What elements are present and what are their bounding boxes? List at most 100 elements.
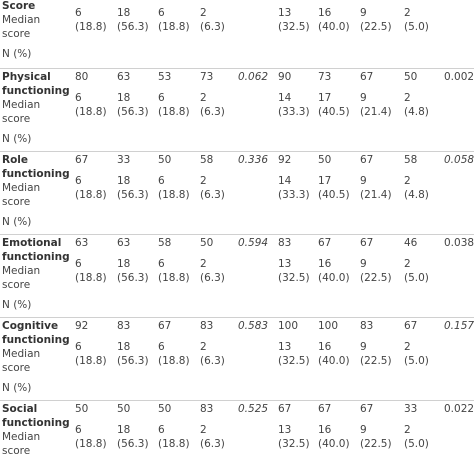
count: 2 bbox=[404, 7, 411, 19]
median-value: 67 bbox=[360, 154, 374, 166]
median-value: 50 bbox=[158, 154, 172, 166]
count: 2 bbox=[404, 341, 411, 353]
percent: (18.8) bbox=[75, 188, 107, 201]
median-value: 33 bbox=[117, 154, 131, 166]
median-value: 67 bbox=[360, 71, 374, 83]
median-value: 80 bbox=[75, 71, 89, 83]
median-value: 67 bbox=[318, 403, 332, 415]
percent: (22.5) bbox=[360, 437, 392, 450]
median-value: 53 bbox=[158, 71, 172, 83]
count: 13 bbox=[278, 7, 292, 19]
percent: (6.3) bbox=[200, 188, 225, 201]
count: 2 bbox=[200, 341, 207, 353]
p-value: 0.594 bbox=[238, 237, 269, 249]
n-label: N (%) bbox=[2, 382, 32, 394]
median-value: 50 bbox=[158, 403, 172, 415]
percent: (18.8) bbox=[158, 437, 190, 450]
percent: (6.3) bbox=[200, 105, 225, 118]
median-value: 63 bbox=[75, 237, 89, 249]
percent: (40.0) bbox=[318, 437, 350, 450]
percent: (18.8) bbox=[158, 188, 190, 201]
median-value: 33 bbox=[404, 403, 418, 415]
p-value: 0.336 bbox=[238, 154, 269, 166]
count: 18 bbox=[117, 92, 131, 104]
count: 14 bbox=[278, 92, 292, 104]
row-label: Role functioning bbox=[2, 154, 70, 180]
median-value: 67 bbox=[360, 237, 374, 249]
row-separator bbox=[0, 317, 474, 318]
count: 9 bbox=[360, 175, 367, 187]
median-value: 83 bbox=[200, 320, 214, 332]
percent: (5.0) bbox=[404, 271, 429, 284]
percent: (18.8) bbox=[158, 105, 190, 118]
percent: (6.3) bbox=[200, 271, 225, 284]
median-value: 67 bbox=[360, 403, 374, 415]
percent: (5.0) bbox=[404, 354, 429, 367]
row-label: Social functioning bbox=[2, 403, 70, 429]
percent: (22.5) bbox=[360, 354, 392, 367]
count: 6 bbox=[158, 424, 165, 436]
median-value: 73 bbox=[200, 71, 214, 83]
median-label: Median score bbox=[2, 99, 41, 125]
p-value: 0.583 bbox=[238, 320, 269, 332]
count: 16 bbox=[318, 424, 332, 436]
percent: (18.8) bbox=[158, 354, 190, 367]
count: 6 bbox=[158, 341, 165, 353]
n-label: N (%) bbox=[2, 48, 32, 60]
count: 9 bbox=[360, 7, 367, 19]
percent: (33.3) bbox=[278, 188, 310, 201]
percent: (18.8) bbox=[75, 105, 107, 118]
percent: (56.3) bbox=[117, 20, 149, 33]
p-value: 0.525 bbox=[238, 403, 269, 415]
count: 18 bbox=[117, 7, 131, 19]
median-value: 67 bbox=[404, 320, 418, 332]
percent: (18.8) bbox=[75, 271, 107, 284]
median-value: 50 bbox=[75, 403, 89, 415]
row-label: Health Score bbox=[2, 0, 36, 12]
median-value: 67 bbox=[75, 154, 89, 166]
percent: (32.5) bbox=[278, 354, 310, 367]
count: 6 bbox=[75, 92, 82, 104]
count: 18 bbox=[117, 175, 131, 187]
percent: (4.8) bbox=[404, 105, 429, 118]
count: 2 bbox=[404, 258, 411, 270]
count: 6 bbox=[75, 7, 82, 19]
p-value: 0.062 bbox=[238, 71, 269, 83]
percent: (22.5) bbox=[360, 20, 392, 33]
percent: (21.4) bbox=[360, 105, 392, 118]
percent: (32.5) bbox=[278, 20, 310, 33]
median-value: 90 bbox=[278, 71, 292, 83]
count: 16 bbox=[318, 258, 332, 270]
count: 2 bbox=[200, 7, 207, 19]
row-label: Emotional functioning bbox=[2, 237, 70, 263]
percent: (5.0) bbox=[404, 437, 429, 450]
row-label: Cognitive functioning bbox=[2, 320, 70, 346]
count: 16 bbox=[318, 341, 332, 353]
count: 6 bbox=[158, 258, 165, 270]
median-value: 67 bbox=[318, 237, 332, 249]
p-value: 0.038 bbox=[444, 237, 474, 249]
count: 13 bbox=[278, 258, 292, 270]
count: 6 bbox=[158, 175, 165, 187]
percent: (40.0) bbox=[318, 354, 350, 367]
count: 2 bbox=[404, 424, 411, 436]
count: 2 bbox=[404, 175, 411, 187]
n-label: N (%) bbox=[2, 133, 32, 145]
median-value: 58 bbox=[200, 154, 214, 166]
count: 6 bbox=[75, 341, 82, 353]
percent: (6.3) bbox=[200, 20, 225, 33]
percent: (56.3) bbox=[117, 271, 149, 284]
row-separator bbox=[0, 151, 474, 152]
p-value: 0.157 bbox=[444, 320, 474, 332]
count: 18 bbox=[117, 258, 131, 270]
median-value: 46 bbox=[404, 237, 418, 249]
median-label: Median score bbox=[2, 265, 41, 291]
count: 6 bbox=[75, 175, 82, 187]
percent: (6.3) bbox=[200, 437, 225, 450]
median-value: 50 bbox=[200, 237, 214, 249]
count: 17 bbox=[318, 175, 332, 187]
percent: (18.8) bbox=[158, 271, 190, 284]
median-value: 100 bbox=[318, 320, 339, 332]
percent: (18.8) bbox=[158, 20, 190, 33]
row-separator bbox=[0, 400, 474, 401]
